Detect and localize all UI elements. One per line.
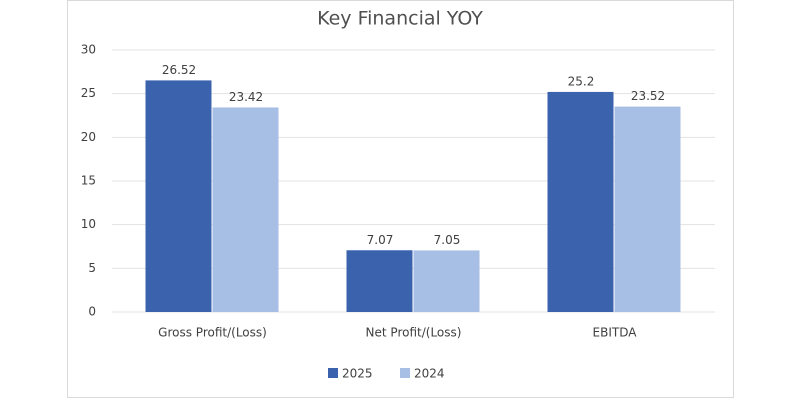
- bar: [413, 250, 480, 312]
- x-tick-label: Net Profit/(Loss): [366, 326, 462, 340]
- value-label: 7.07: [367, 233, 394, 247]
- x-tick-label: EBITDA: [593, 326, 638, 340]
- y-tick-label: 30: [81, 43, 96, 57]
- legend-swatch: [328, 368, 338, 378]
- bar: [145, 80, 212, 312]
- bar: [614, 106, 681, 312]
- legend-swatch: [400, 368, 410, 378]
- value-label: 23.52: [631, 89, 665, 103]
- y-tick-label: 0: [88, 305, 96, 319]
- value-label: 7.05: [434, 233, 461, 247]
- value-label: 25.2: [568, 74, 595, 88]
- value-label: 23.42: [229, 90, 263, 104]
- legend-label: 2024: [414, 367, 445, 381]
- bar: [212, 107, 279, 312]
- x-tick-label: Gross Profit/(Loss): [158, 326, 267, 340]
- legend-label: 2025: [342, 367, 373, 381]
- bar: [346, 250, 413, 312]
- y-tick-label: 10: [81, 217, 96, 231]
- y-tick-label: 5: [88, 261, 96, 275]
- y-tick-label: 15: [81, 174, 96, 188]
- bar: [547, 91, 614, 312]
- y-tick-label: 20: [81, 130, 96, 144]
- value-label: 26.52: [162, 63, 196, 77]
- chart-title: Key Financial YOY: [317, 8, 483, 30]
- y-tick-label: 25: [81, 86, 96, 100]
